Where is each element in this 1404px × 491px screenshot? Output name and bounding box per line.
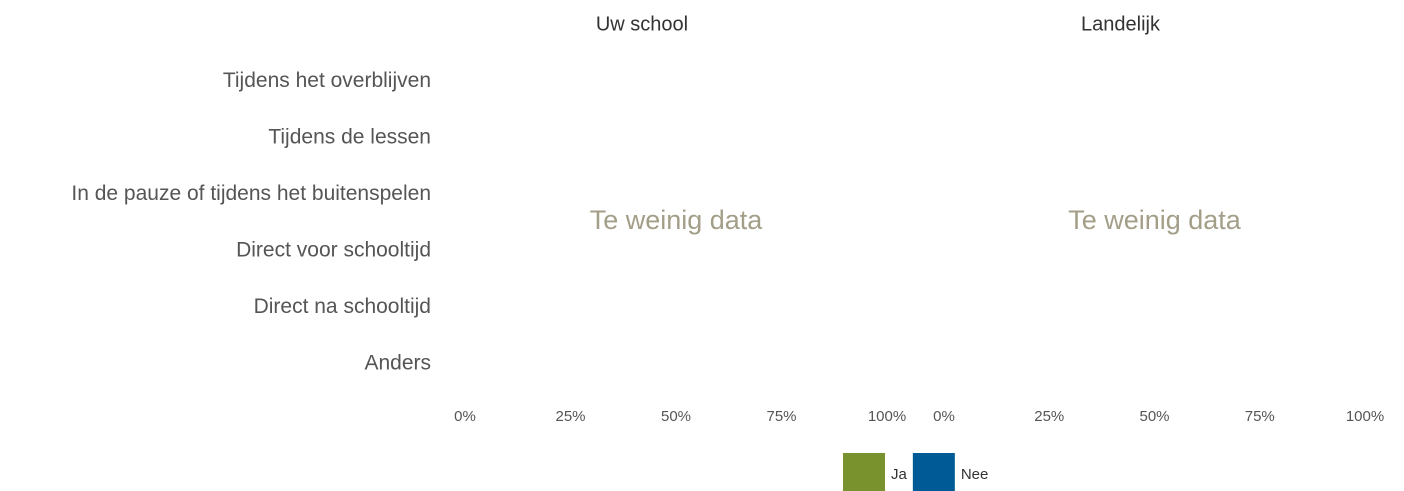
x-tick-label: 50% <box>661 408 691 425</box>
x-tick-label: 50% <box>1139 408 1169 425</box>
x-tick-label: 0% <box>933 408 955 425</box>
panel-title: Landelijk <box>1081 13 1161 35</box>
legend-label: Ja <box>891 466 908 483</box>
legend-swatch <box>843 453 885 491</box>
legend-swatch <box>912 453 955 491</box>
category-label: Direct na schooltijd <box>254 295 431 318</box>
x-tick-label: 25% <box>555 408 585 425</box>
category-label: In de pauze of tijdens het buitenspelen <box>71 182 431 205</box>
x-tick-label: 75% <box>766 408 796 425</box>
category-label: Tijdens het overblijven <box>223 69 431 92</box>
x-tick-label: 75% <box>1245 408 1275 425</box>
no-data-note: Te weinig data <box>1068 205 1242 235</box>
category-label: Tijdens de lessen <box>268 125 431 148</box>
x-tick-label: 25% <box>1034 408 1064 425</box>
legend-label: Nee <box>961 466 989 483</box>
x-tick-label: 100% <box>868 408 906 425</box>
category-label: Anders <box>364 351 431 374</box>
no-data-note: Te weinig data <box>590 205 764 235</box>
category-label: Direct voor schooltijd <box>236 238 431 261</box>
x-tick-label: 100% <box>1346 408 1384 425</box>
x-tick-label: 0% <box>454 408 476 425</box>
panel-title: Uw school <box>596 13 688 35</box>
